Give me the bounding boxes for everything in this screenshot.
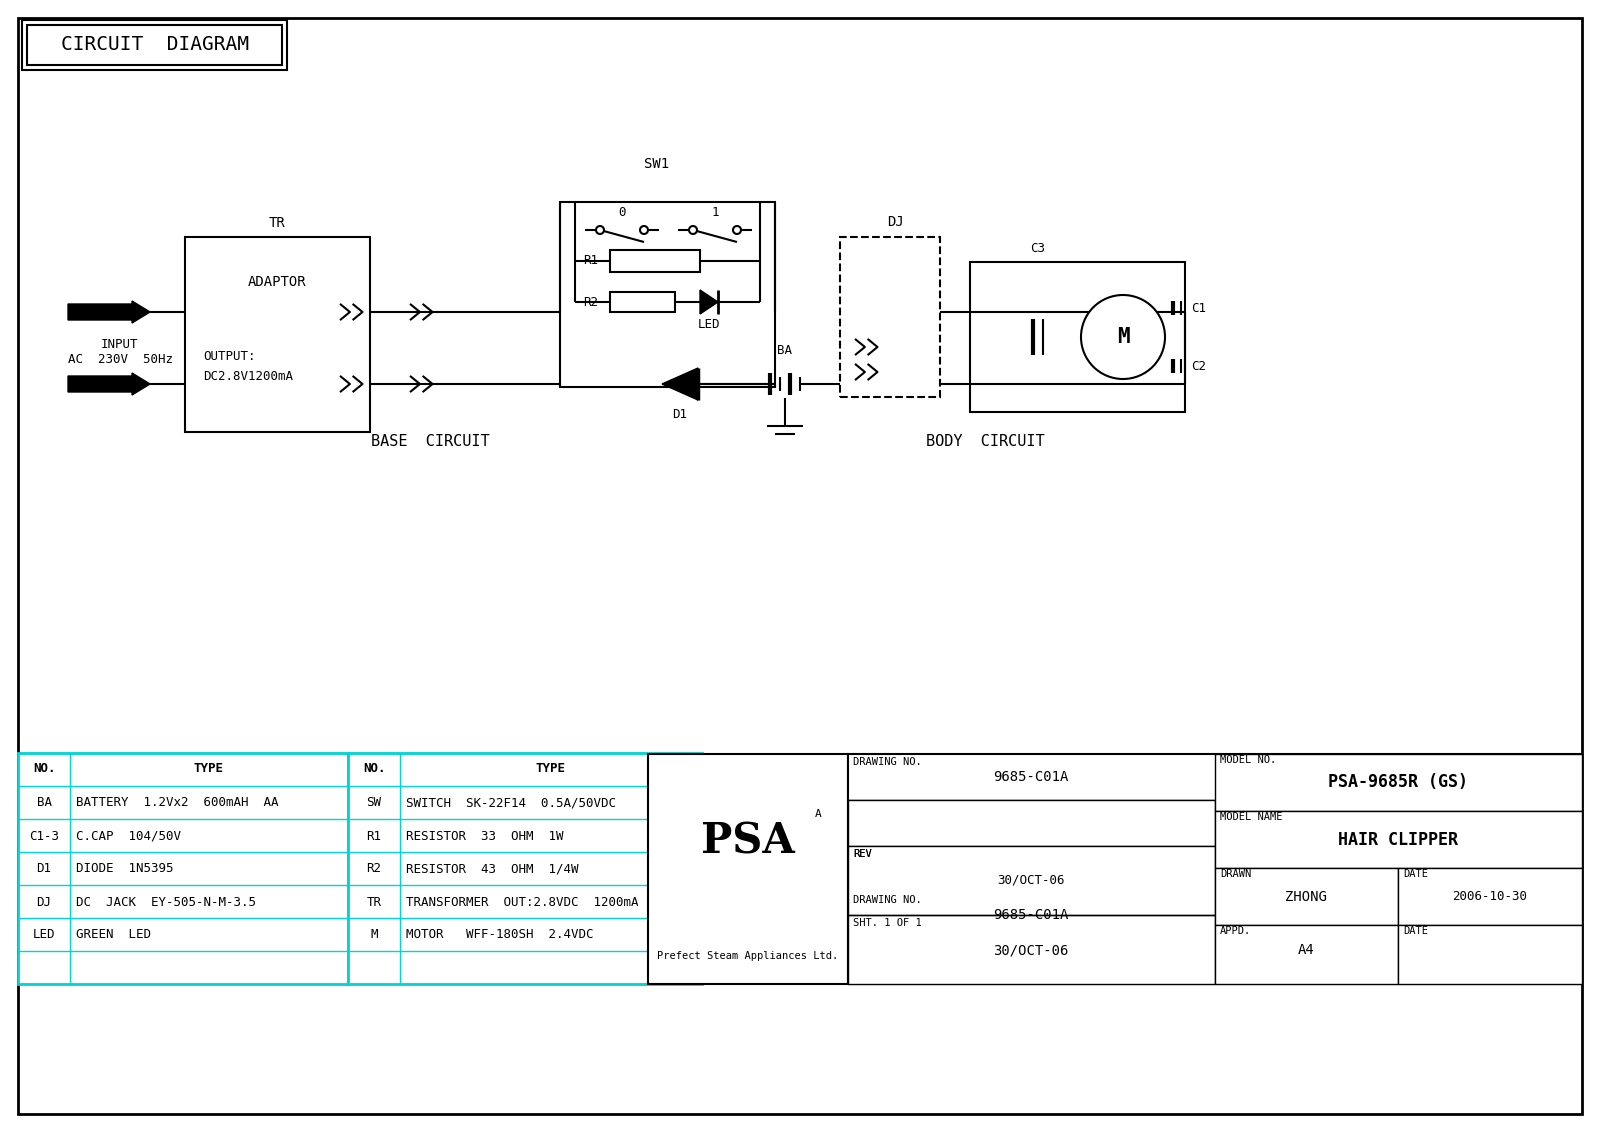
Text: DATE: DATE (1403, 926, 1429, 936)
Text: SWITCH  SK-22F14  0.5A/50VDC: SWITCH SK-22F14 0.5A/50VDC (406, 797, 616, 809)
Text: CIRCUIT  DIAGRAM: CIRCUIT DIAGRAM (61, 35, 250, 54)
Text: BASE  CIRCUIT: BASE CIRCUIT (371, 435, 490, 449)
Text: MODEL NO.: MODEL NO. (1221, 755, 1277, 765)
Text: SW1: SW1 (645, 157, 669, 171)
Text: DRAWN: DRAWN (1221, 869, 1251, 880)
Text: TRANSFORMER  OUT:2.8VDC  1200mA: TRANSFORMER OUT:2.8VDC 1200mA (406, 895, 638, 909)
Text: APPD.: APPD. (1221, 926, 1251, 936)
Text: DC2.8V1200mA: DC2.8V1200mA (203, 370, 293, 384)
Text: 0: 0 (618, 206, 626, 218)
Polygon shape (662, 368, 698, 400)
Bar (1214, 868, 1398, 925)
Text: REV: REV (853, 849, 872, 859)
Bar (848, 800, 1214, 846)
Text: C2: C2 (1190, 360, 1206, 372)
Text: TYPE: TYPE (194, 763, 224, 775)
Text: D1: D1 (37, 863, 51, 875)
Polygon shape (701, 290, 718, 314)
Text: DJ: DJ (37, 895, 51, 909)
Text: R1: R1 (366, 830, 381, 842)
Text: SHT. 1 OF 1: SHT. 1 OF 1 (853, 918, 922, 928)
Bar (560, 201, 774, 387)
Bar (27, 25, 282, 65)
Text: Prefect Steam Appliances Ltd.: Prefect Steam Appliances Ltd. (658, 951, 838, 961)
Text: SW: SW (366, 797, 381, 809)
Text: DJ: DJ (886, 215, 904, 229)
Text: D1: D1 (672, 408, 688, 420)
Text: BATTERY  1.2Vx2  600mAH  AA: BATTERY 1.2Vx2 600mAH AA (77, 797, 278, 809)
Text: HAIR CLIPPER: HAIR CLIPPER (1338, 831, 1458, 849)
Bar (1214, 754, 1582, 811)
Text: GREEN  LED: GREEN LED (77, 928, 150, 942)
Text: A4: A4 (1298, 943, 1314, 957)
Text: DRAWING NO.: DRAWING NO. (853, 895, 922, 904)
Bar (1398, 868, 1582, 925)
FancyArrow shape (67, 301, 150, 323)
Bar (610, 292, 675, 312)
Text: 9685-C01A: 9685-C01A (994, 770, 1069, 784)
FancyArrow shape (67, 374, 150, 395)
Text: 1: 1 (712, 206, 718, 218)
Text: 2006-10-30: 2006-10-30 (1453, 891, 1528, 903)
Text: DIODE  1N5395: DIODE 1N5395 (77, 863, 173, 875)
Text: DATE: DATE (1403, 869, 1429, 880)
Bar (186, 237, 370, 432)
Text: TYPE: TYPE (536, 763, 566, 775)
Text: OUTPUT:: OUTPUT: (203, 351, 256, 363)
Text: BODY  CIRCUIT: BODY CIRCUIT (926, 435, 1045, 449)
Text: NO.: NO. (32, 763, 56, 775)
Text: PSA: PSA (701, 821, 795, 863)
Text: NO.: NO. (363, 763, 386, 775)
Bar (1398, 925, 1582, 984)
Text: REV: REV (853, 849, 872, 859)
Circle shape (640, 226, 648, 234)
Text: TR: TR (366, 895, 381, 909)
Text: R2: R2 (582, 295, 598, 309)
Text: 9685-C01A: 9685-C01A (994, 908, 1069, 921)
Bar (1214, 811, 1582, 868)
Text: TR: TR (269, 216, 285, 230)
Text: ADAPTOR: ADAPTOR (248, 275, 306, 289)
Bar (848, 846, 1214, 984)
Text: M: M (1117, 327, 1130, 348)
Text: RESISTOR  33  OHM  1W: RESISTOR 33 OHM 1W (406, 830, 563, 842)
Text: M: M (370, 928, 378, 942)
Text: INPUT
AC  230V  50Hz: INPUT AC 230V 50Hz (67, 338, 173, 366)
Bar (349, 753, 702, 984)
Circle shape (690, 226, 698, 234)
Circle shape (733, 226, 741, 234)
Text: MODEL NAME: MODEL NAME (1221, 812, 1283, 822)
Bar (610, 250, 701, 272)
Text: LED: LED (698, 317, 720, 331)
Text: BA: BA (778, 343, 792, 357)
Text: ZHONG: ZHONG (1285, 890, 1326, 904)
Bar (848, 754, 1582, 984)
Text: R1: R1 (582, 255, 598, 267)
Text: C3: C3 (1030, 241, 1045, 255)
Text: R2: R2 (366, 863, 381, 875)
Bar (648, 754, 848, 984)
Text: LED: LED (32, 928, 56, 942)
Text: 30/OCT-06: 30/OCT-06 (994, 943, 1069, 957)
Bar (970, 261, 1186, 412)
Text: RESISTOR  43  OHM  1/4W: RESISTOR 43 OHM 1/4W (406, 863, 579, 875)
Bar (18, 753, 349, 984)
Circle shape (595, 226, 605, 234)
Text: 30/OCT-06: 30/OCT-06 (997, 874, 1064, 886)
Text: BA: BA (37, 797, 51, 809)
Bar (840, 237, 941, 397)
Text: PSA-9685R (GS): PSA-9685R (GS) (1328, 773, 1469, 791)
Text: DRAWING NO.: DRAWING NO. (853, 757, 922, 767)
Bar (848, 800, 1214, 846)
Bar (22, 20, 286, 70)
Text: MOTOR   WFF-180SH  2.4VDC: MOTOR WFF-180SH 2.4VDC (406, 928, 594, 942)
Text: C1-3: C1-3 (29, 830, 59, 842)
Text: DC  JACK  EY-505-N-M-3.5: DC JACK EY-505-N-M-3.5 (77, 895, 256, 909)
Text: C.CAP  104/50V: C.CAP 104/50V (77, 830, 181, 842)
Text: A: A (814, 808, 821, 818)
Circle shape (1082, 295, 1165, 379)
Text: C1: C1 (1190, 301, 1206, 315)
Bar (1214, 925, 1398, 984)
